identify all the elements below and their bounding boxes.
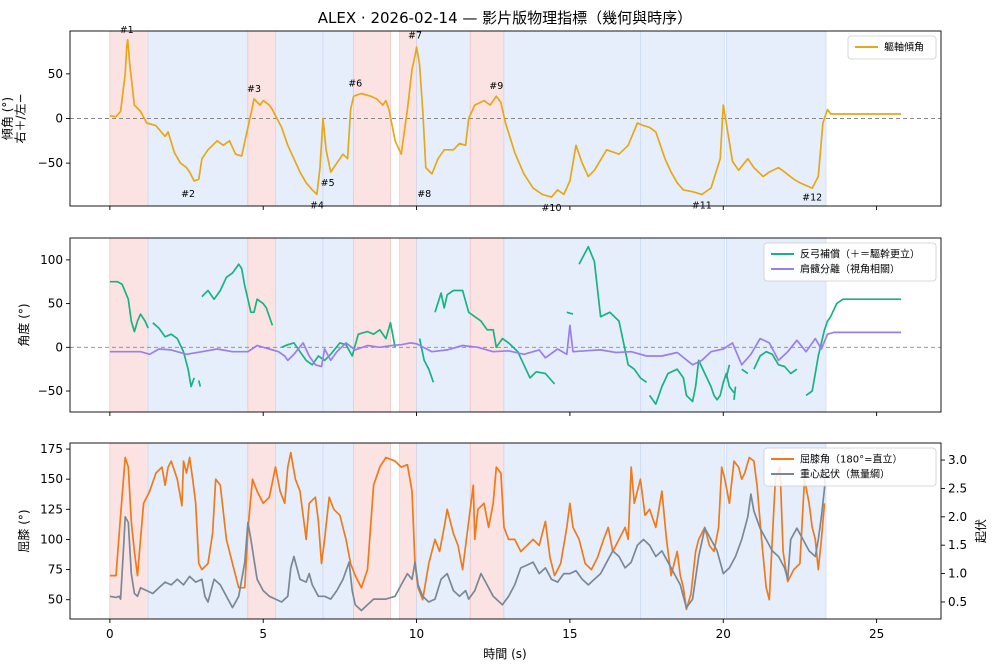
x-axis-label: 時間 (s) <box>483 647 526 661</box>
y2-tick-label: 1.0 <box>948 567 967 581</box>
event-annotation: #1 <box>120 25 134 36</box>
y-tick-label: 100 <box>40 532 63 546</box>
event-annotation: #3 <box>247 84 261 95</box>
legend-entry: 反弓補償（＋＝驅幹更立） <box>800 248 920 261</box>
series-line-comp <box>197 380 202 387</box>
event-annotation: #8 <box>417 189 431 200</box>
y-tick-label: 100 <box>40 253 63 267</box>
event-annotation: #6 <box>348 79 362 90</box>
phase-band <box>353 442 391 620</box>
event-annotation: #12 <box>802 192 822 203</box>
phase-band <box>503 237 641 413</box>
y-tick-label: 0 <box>55 112 63 126</box>
phase-band <box>109 237 149 413</box>
y-axis-label: 角度 (°) <box>16 303 31 346</box>
x-tick-label: 25 <box>869 627 884 641</box>
legend-entry: 屈膝角（180°=直立） <box>800 453 902 466</box>
y2-axis-label: 起伏 <box>974 519 988 543</box>
phase-band <box>416 237 471 413</box>
x-tick-label: 10 <box>409 627 424 641</box>
y-axis-label: 右＋/左− <box>13 93 28 143</box>
event-annotation: #5 <box>321 178 335 189</box>
series-line-comp <box>733 386 737 400</box>
phase-band <box>147 442 249 620</box>
x-tick-label: 20 <box>716 627 731 641</box>
event-annotation: #10 <box>541 203 561 214</box>
series-line-comp <box>753 350 798 375</box>
series-line-comp <box>434 289 556 385</box>
phase-band <box>353 237 391 413</box>
phase-band <box>322 237 354 413</box>
series-line-comp <box>418 338 435 383</box>
y-axis-label: 傾角 (°) <box>1 97 15 140</box>
series-line-comp <box>725 364 731 379</box>
y2-tick-label: 2.5 <box>948 481 967 495</box>
series-line-comp <box>566 311 574 315</box>
y-tick-label: 50 <box>48 593 63 607</box>
y-tick-label: 150 <box>40 472 63 486</box>
series-line-comp <box>741 368 749 375</box>
x-tick-label: 15 <box>562 627 577 641</box>
y2-tick-label: 3.0 <box>948 453 967 467</box>
phase-band <box>147 237 249 413</box>
phase-band <box>469 237 505 413</box>
event-annotation: #2 <box>181 189 195 200</box>
panel-angles: −50 0 50 100 角度 (°) 反弓補償（＋＝驅幹更立） 肩髖分離（視角相關） <box>16 237 942 416</box>
phase-band <box>322 442 354 620</box>
y2-tick-label: 0.5 <box>948 595 967 609</box>
series-line-knee <box>109 451 826 611</box>
series-line-comp <box>152 322 196 388</box>
series-line-comp <box>578 245 648 383</box>
phase-band <box>399 237 417 413</box>
y2-tick-label: 1.5 <box>948 538 967 552</box>
y-tick-label: 125 <box>40 502 63 516</box>
y-tick-label: 75 <box>48 563 63 577</box>
series-line-comp <box>648 359 735 405</box>
series-line-comp <box>805 298 902 397</box>
chart-title: ALEX · 2026-02-14 — 影片版物理指標（幾何與時序） <box>318 9 692 27</box>
legend-entry: 重心起伏（無量綱） <box>800 468 890 481</box>
phase-band <box>503 442 641 620</box>
panel-knee-com: 0 5 10 15 20 25 50 75 100 125 150 175 0.5 1.0 1.5 2.0 2.… <box>17 442 988 641</box>
phase-band <box>640 237 726 413</box>
phase-band <box>247 237 276 413</box>
legend-box <box>847 35 937 60</box>
y-tick-label: −50 <box>38 384 63 398</box>
legend-entry: 軀軸傾角 <box>884 41 924 54</box>
phase-band <box>247 442 276 620</box>
legend-box <box>763 242 937 282</box>
axes-frame <box>69 442 942 620</box>
y-tick-label: −50 <box>38 156 63 170</box>
x-tick-label: 5 <box>259 627 267 641</box>
axes-frame <box>69 237 942 413</box>
series-line-shoulder <box>109 324 902 368</box>
y-tick-label: 50 <box>48 297 63 311</box>
legend-box <box>763 447 937 487</box>
series-line-comp <box>281 321 396 366</box>
series-line-tilt <box>109 39 902 198</box>
y-axis-label: 屈膝 (°) <box>17 509 31 552</box>
y-tick-label: 175 <box>40 442 63 456</box>
phase-band <box>275 237 324 413</box>
series-line-com <box>109 459 827 612</box>
series-line-comp <box>109 280 149 333</box>
y-tick-label: 0 <box>55 340 63 354</box>
event-annotation: #9 <box>489 81 503 92</box>
series-line-comp <box>201 263 274 326</box>
y-tick-label: 50 <box>48 67 63 81</box>
event-annotation: #7 <box>408 30 422 41</box>
legend-entry: 肩髖分離（視角相關） <box>800 263 900 276</box>
y2-tick-label: 2.0 <box>948 510 967 524</box>
x-tick-label: 0 <box>106 627 114 641</box>
phase-band <box>726 30 827 207</box>
